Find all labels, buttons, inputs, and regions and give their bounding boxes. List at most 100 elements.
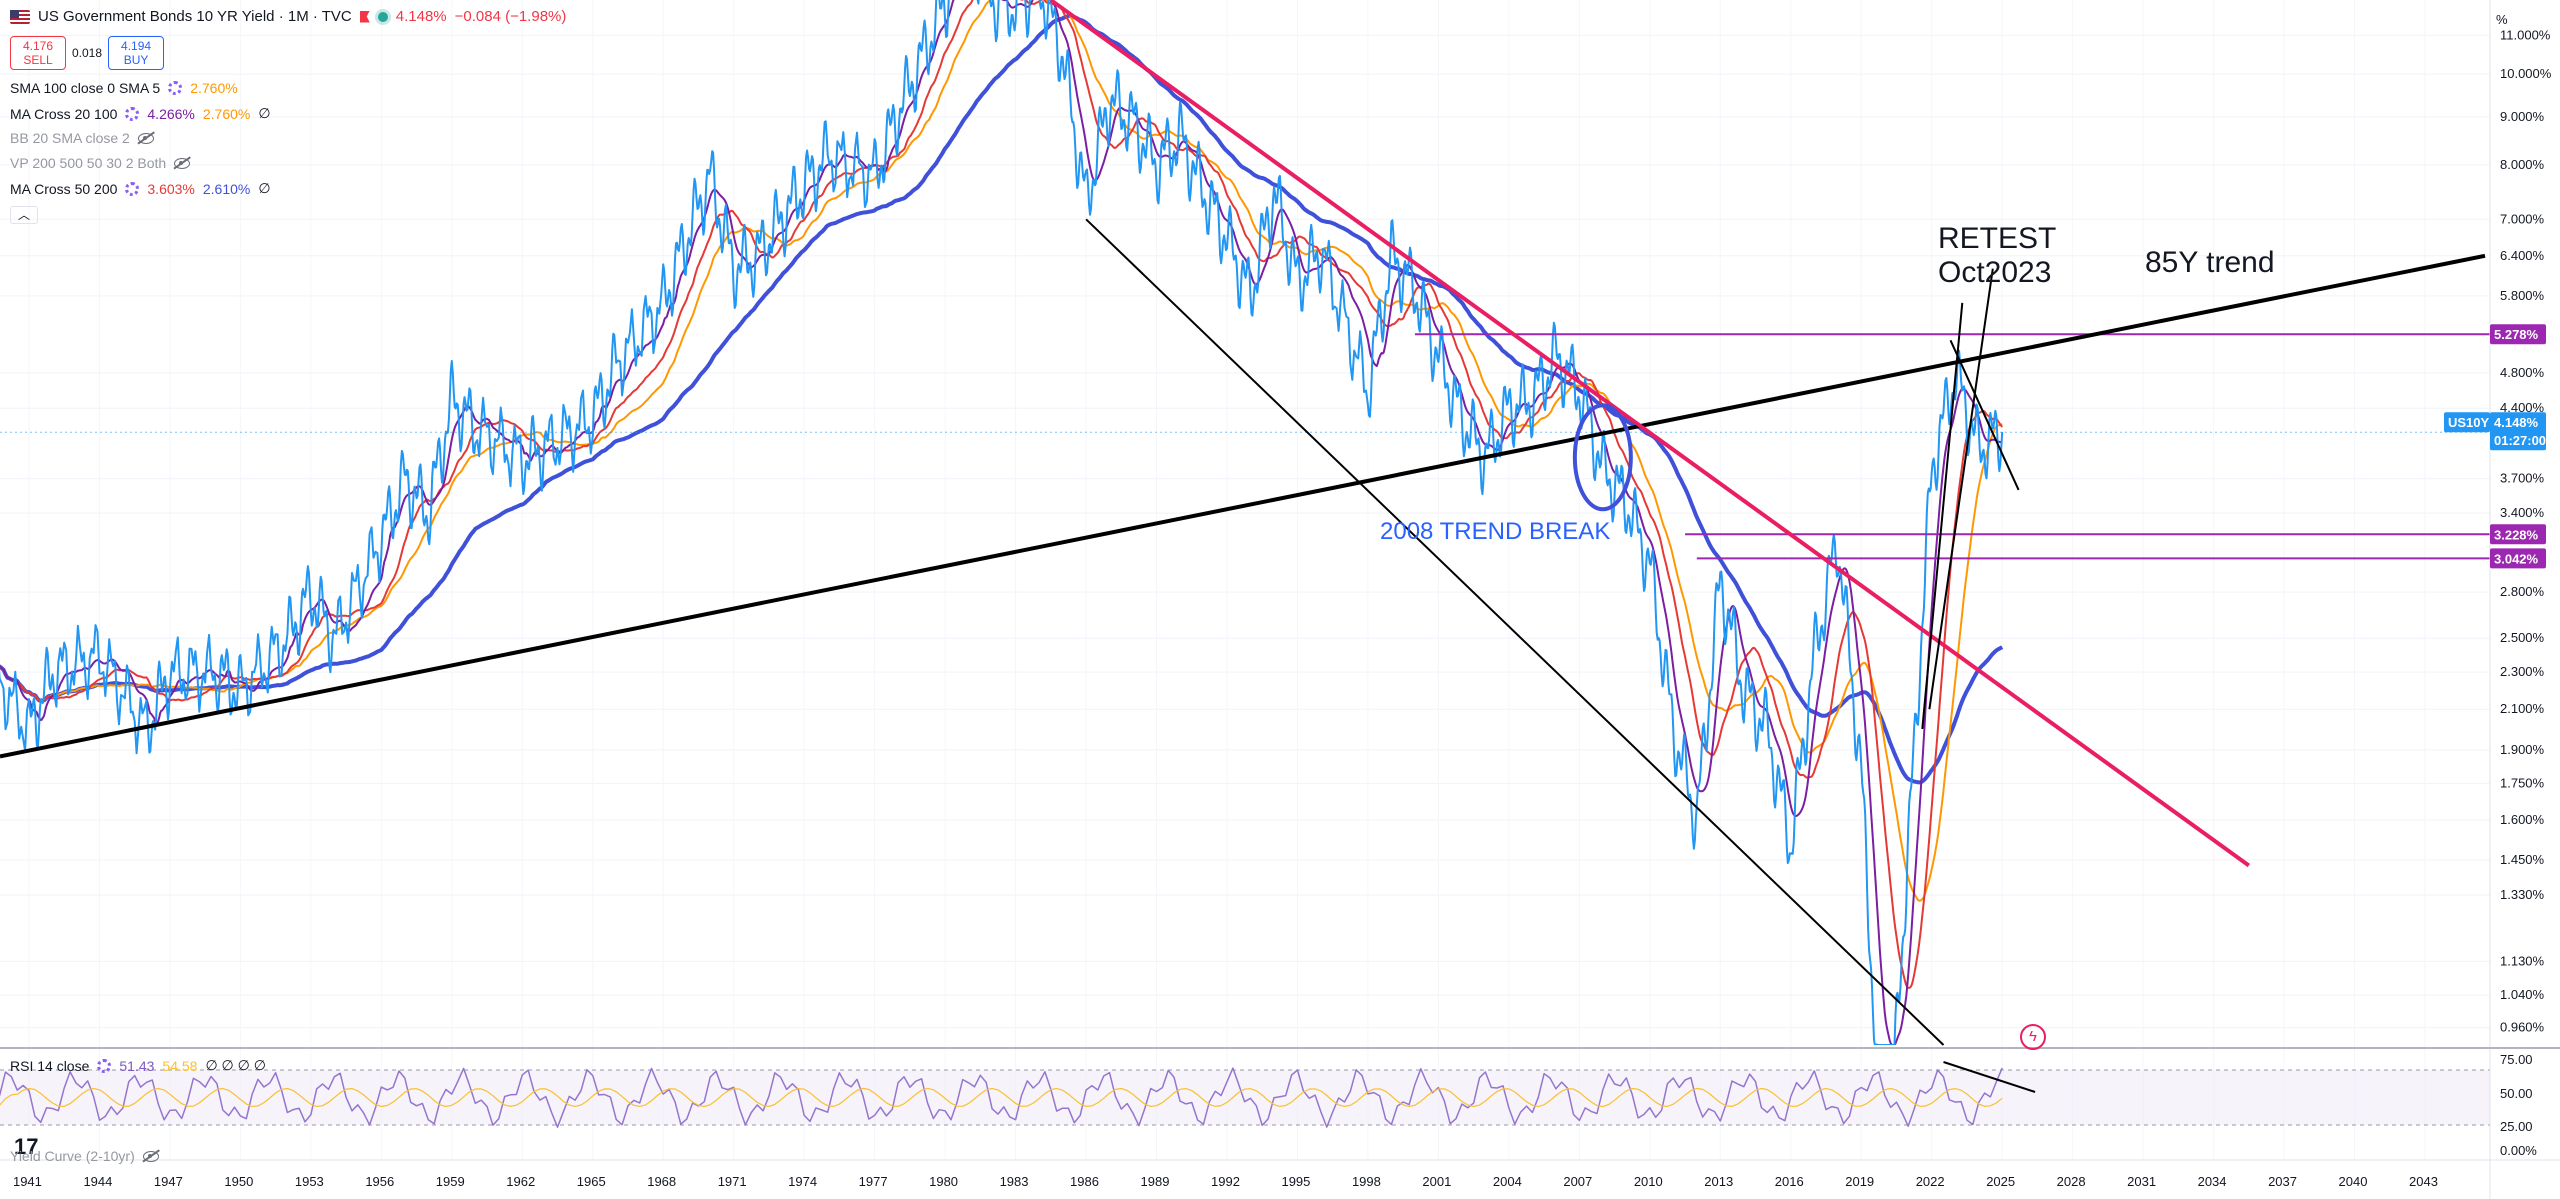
change-value: −0.084 (−1.98%) [454,8,567,25]
price-badge [2490,548,2546,569]
indicator-ma-cross-20-100[interactable]: MA Cross 20 100 4.266% 2.760% ∅ [10,105,271,122]
time-axis-label: 2007 [1563,1174,1592,1189]
price-badge-text: 3.228% [2494,527,2539,542]
indicator-value: ∅ [258,180,271,196]
time-axis-label: 2034 [2198,1174,2227,1189]
price-axis-label: 3.400% [2500,505,2545,520]
trade-panel: 4.176 SELL 0.018 4.194 BUY [10,36,165,70]
moving-averages [0,0,2004,1045]
sell-label: SELL [23,53,53,67]
price-axis-label: 1.040% [2500,987,2545,1002]
time-axis-label: 1968 [647,1174,676,1189]
indicator-value: 4.266% [147,105,195,122]
tradingview-logo: 17 [14,1134,39,1159]
price-axis-label: 1.130% [2500,953,2545,968]
time-axis-label: 2004 [1493,1174,1522,1189]
price-axis-label: 3.700% [2500,471,2545,486]
time-axis-label: 1974 [788,1174,817,1189]
settings-icon[interactable] [125,106,140,121]
indicator-value: 3.603% [147,180,195,197]
buy-button[interactable]: 4.194 BUY [108,36,165,70]
rsi-legend[interactable]: RSI 14 close 51.43 54.58 ∅ ∅ ∅ ∅ [10,1057,266,1074]
time-axis-label: 2001 [1422,1174,1451,1189]
symbol-title[interactable]: US Government Bonds 10 YR Yield · 1M · T… [38,8,352,25]
time-axis-label: 2037 [2268,1174,2297,1189]
yield-curve-legend[interactable]: Yield Curve (2-10yr) [10,1148,159,1164]
indicator-name: MA Cross 50 200 [10,180,118,197]
price-axis-label: 2.800% [2500,584,2545,599]
rsi-pane [0,1061,2490,1128]
grid-layer [0,34,2490,1029]
price-line [0,0,2004,1045]
annotation-85y-trend[interactable]: 85Y trend [2145,246,2275,279]
price-badge [2490,412,2546,433]
indicator-ma-cross-50-200[interactable]: MA Cross 50 200 3.603% 2.610% ∅ [10,180,271,197]
hidden-eye-icon[interactable] [137,132,154,144]
trendline-pink-downtrend [1049,0,2250,868]
chevron-up-icon[interactable]: ︿ [10,206,38,224]
rsi-ma-line [0,1087,2003,1108]
price-axis-unit: % [2496,12,2508,27]
time-axis-label: 1956 [365,1174,394,1189]
rsi-ma-value: 54.58 [162,1057,198,1074]
ma-50-line [0,0,2003,989]
price-axis-label: 4.400% [2500,400,2545,415]
indicator-sma100[interactable]: SMA 100 close 0 SMA 5 2.760% [10,80,238,96]
flag-icon[interactable] [359,10,370,23]
buy-label: BUY [123,53,149,67]
us-flag-icon [10,9,30,24]
indicator-value: ∅ [258,105,271,121]
sell-button[interactable]: 4.176 SELL [10,36,66,70]
indicator-vp[interactable]: VP 200 500 50 30 2 Both [10,155,191,171]
time-axis-label: 1962 [506,1174,535,1189]
price-axis-label: 1.900% [2500,742,2545,757]
drawings-layer [0,0,2490,1046]
symbol-badge-text: US10Y [2448,415,2490,430]
price-axis-label: 2.100% [2500,701,2545,716]
price-axis-label: 1.750% [2500,775,2545,790]
rsi-band [0,1070,2490,1125]
time-axis-label: 2040 [2339,1174,2368,1189]
rsi-axis-label: 25.00 [2500,1119,2533,1134]
settings-icon[interactable] [97,1058,112,1073]
time-axis-label: 2022 [1916,1174,1945,1189]
rsi-axis-label: 50.00 [2500,1086,2533,1101]
price-badge-text: 01:27:00 [2494,433,2546,448]
indicator-value: 2.610% [202,180,251,197]
price-badge-text: 4.148% [2494,415,2539,430]
settings-icon[interactable] [125,181,140,196]
indicator-value: 2.760% [202,105,251,122]
time-axis-label: 1980 [929,1174,958,1189]
time-axis-label: 1977 [859,1174,888,1189]
rsi-name: RSI 14 close [10,1057,90,1074]
lightning-icon[interactable]: ϟ [2020,1024,2046,1050]
retest-line-b [1928,268,1994,710]
time-axis-label: 2019 [1845,1174,1874,1189]
time-axis-label: 2031 [2127,1174,2156,1189]
settings-icon[interactable] [168,81,183,95]
annotation-2008-trend-break[interactable]: 2008 TREND BREAK [1380,518,1611,545]
rsi-line [0,1067,2003,1128]
time-axis-label: 1971 [718,1174,747,1189]
annotation-retest-text: RETEST [1938,222,2057,255]
price-axis-label: 1.600% [2500,812,2545,827]
time-axis-label: 1983 [1000,1174,1029,1189]
price-axis-label: 4.800% [2500,365,2545,380]
price-axis-label: 2.500% [2500,630,2545,645]
last-value: 4.148% [395,8,447,25]
price-axis-label: 8.000% [2500,157,2545,172]
hidden-eye-icon[interactable] [142,1150,159,1162]
time-axis-label: 1998 [1352,1174,1381,1189]
price-group [0,0,2004,1045]
series-layer [0,0,2490,1045]
price-axis-label: 11.000% [2500,27,2551,42]
time-axis-label: 2043 [2409,1174,2438,1189]
rsi-axis-label: 0.00% [2500,1143,2537,1158]
time-axis-label: 2028 [2057,1174,2086,1189]
hidden-eye-icon[interactable] [174,157,191,169]
indicator-bb[interactable]: BB 20 SMA close 2 [10,130,154,146]
price-axis-label: 1.450% [2500,852,2545,867]
annotation-retest[interactable]: RETEST Oct2023 [1938,222,2056,290]
